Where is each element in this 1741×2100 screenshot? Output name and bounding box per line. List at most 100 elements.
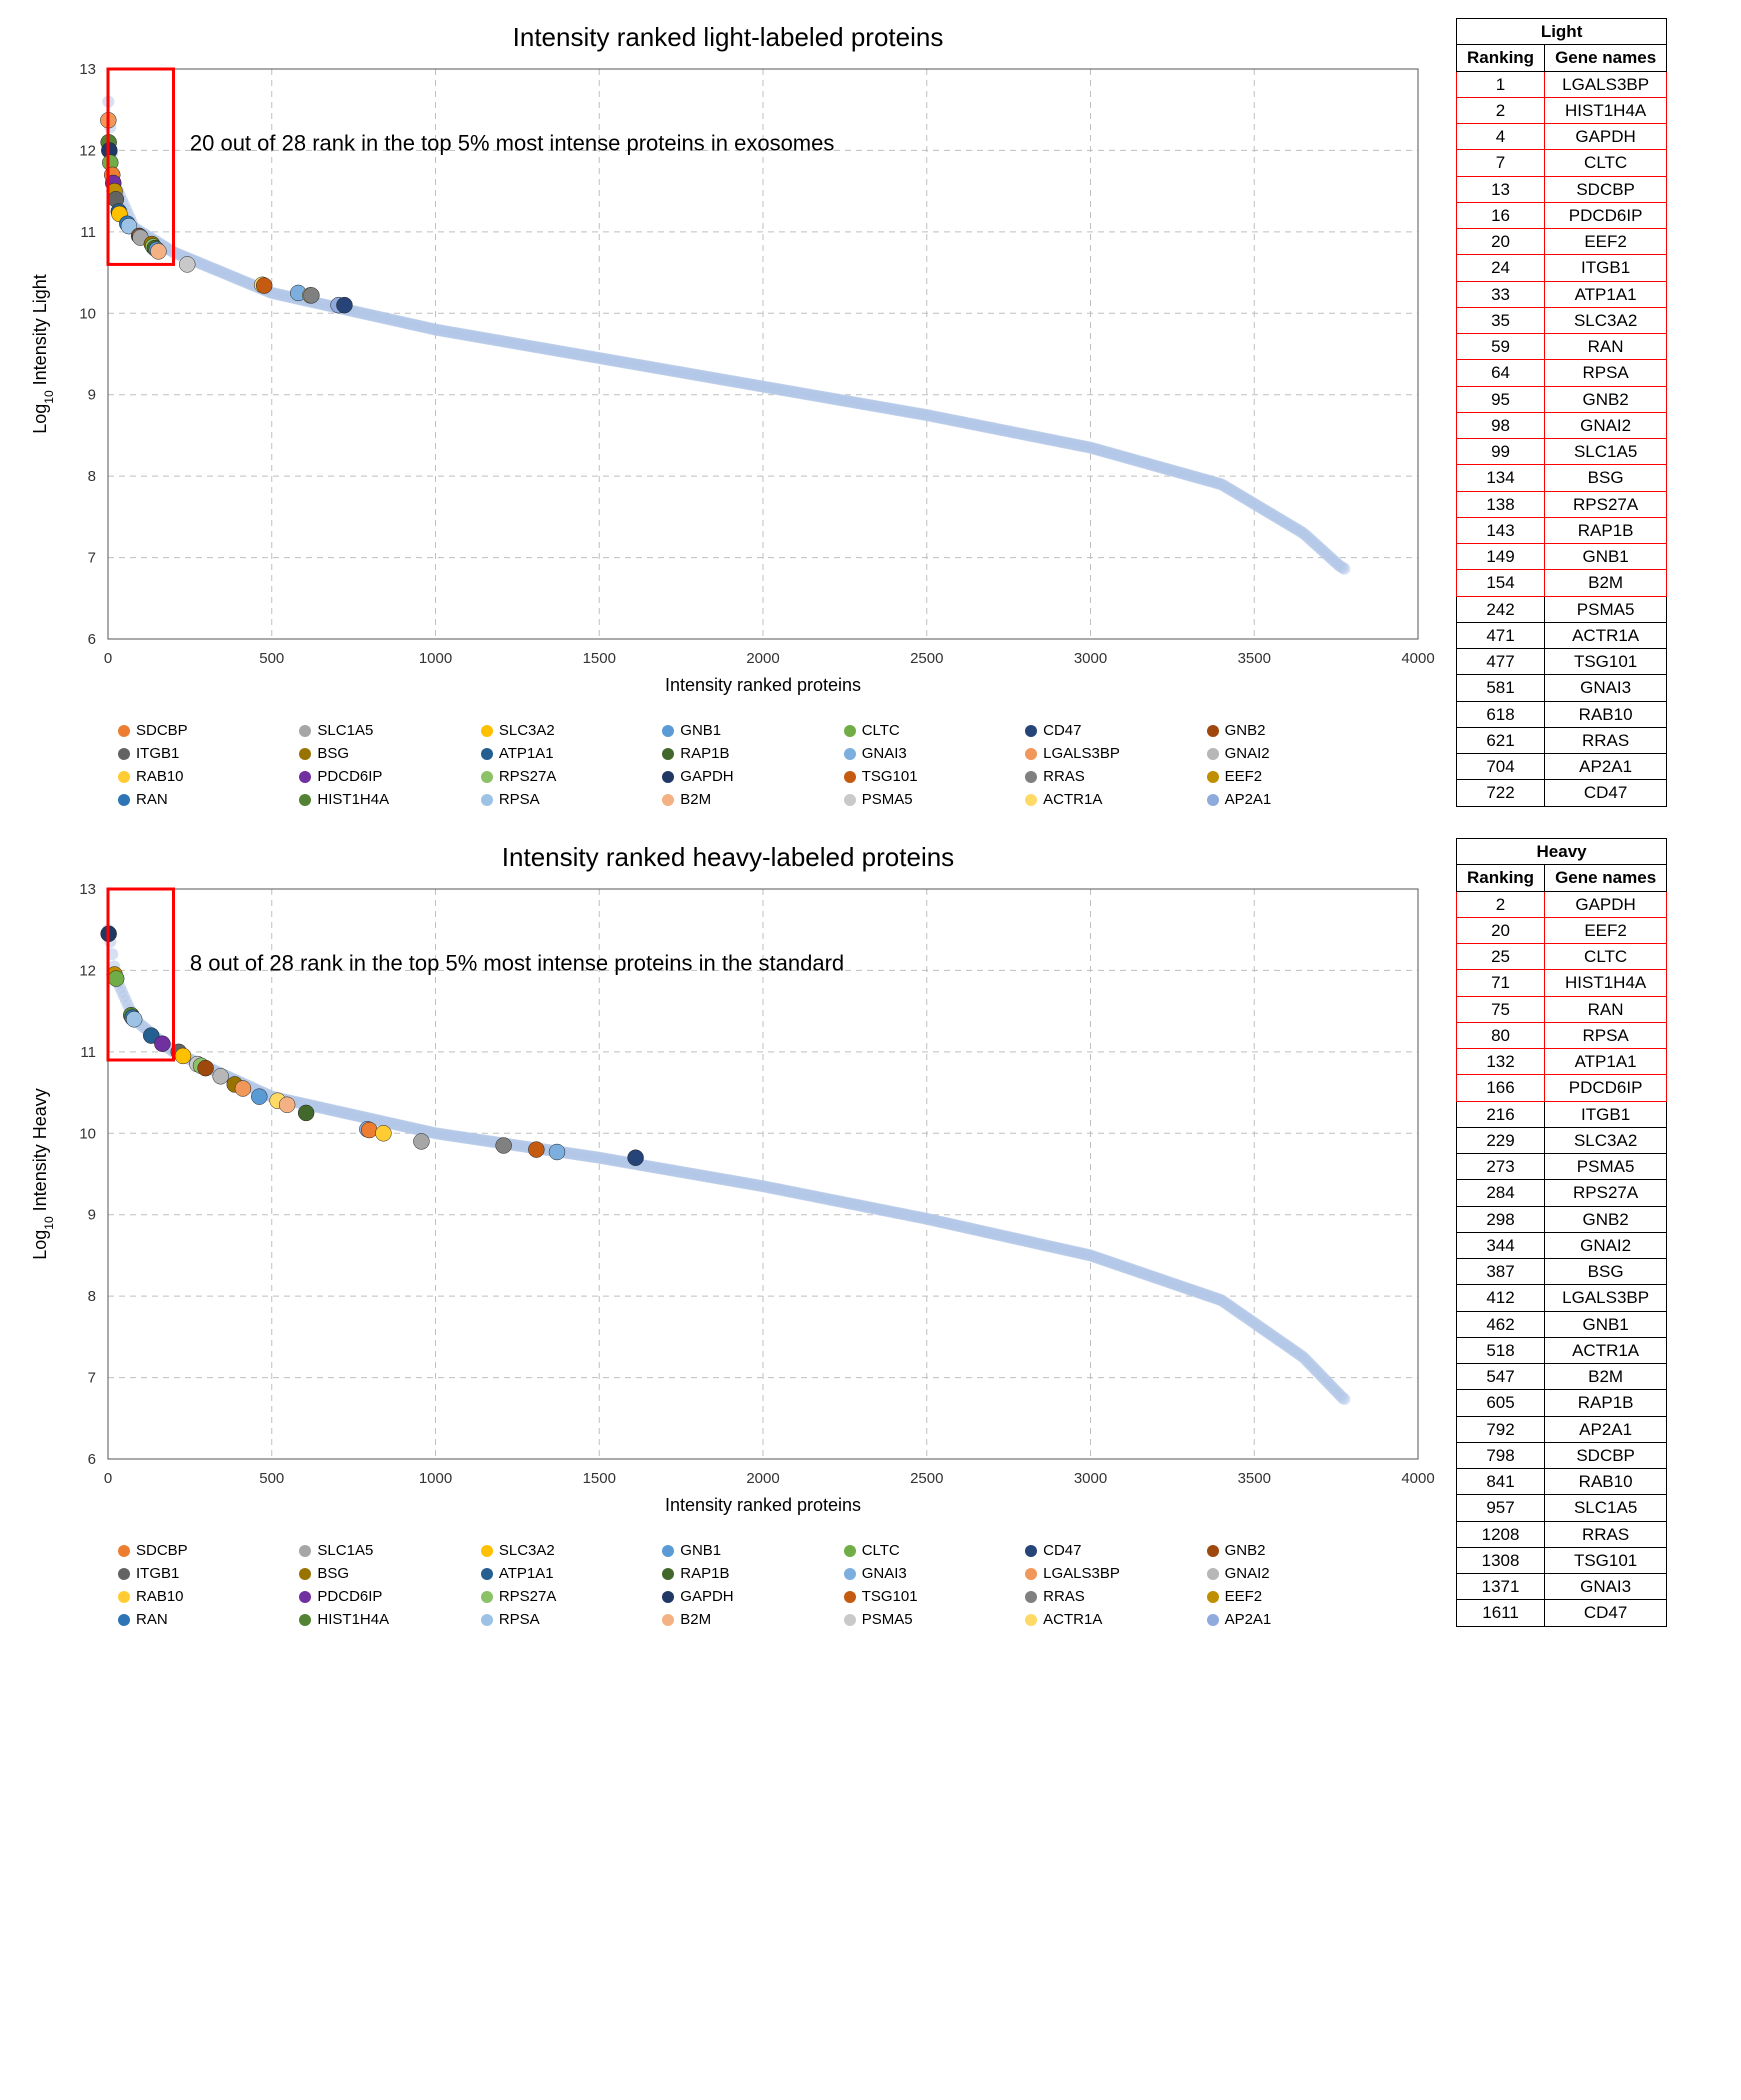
legend-label: CD47 <box>1043 722 1081 739</box>
legend-dot-icon <box>662 725 674 737</box>
cell-rank: 471 <box>1457 622 1545 648</box>
protein-point <box>628 1150 644 1166</box>
legend-item: HIST1H4A <box>299 1611 470 1628</box>
legend-dot-icon <box>1207 1545 1219 1557</box>
chart-annotation: 20 out of 28 rank in the top 5% most int… <box>190 130 835 155</box>
legend-dot-icon <box>481 771 493 783</box>
legend-dot-icon <box>1207 771 1219 783</box>
legend-item: TSG101 <box>844 768 1015 785</box>
cell-gene: AP2A1 <box>1545 1416 1667 1442</box>
x-tick-label: 1000 <box>419 1470 452 1487</box>
legend-dot-icon <box>1025 1568 1037 1580</box>
table-row: 471ACTR1A <box>1457 622 1667 648</box>
legend-label: CLTC <box>862 722 900 739</box>
y-tick-label: 11 <box>80 1044 96 1061</box>
y-tick-label: 6 <box>88 631 96 648</box>
protein-point <box>336 297 352 313</box>
cell-rank: 1208 <box>1457 1521 1545 1547</box>
legend-item: EEF2 <box>1207 1588 1378 1605</box>
protein-point <box>528 1142 544 1158</box>
cell-gene: GNAI3 <box>1545 1574 1667 1600</box>
cell-gene: HIST1H4A <box>1545 97 1667 123</box>
legend-item: ACTR1A <box>1025 1611 1196 1628</box>
cell-gene: GNAI3 <box>1545 675 1667 701</box>
legend-item: SLC3A2 <box>481 1542 652 1559</box>
legend-item: ITGB1 <box>118 1565 289 1582</box>
legend-label: LGALS3BP <box>1043 1565 1120 1582</box>
legend-label: RAN <box>136 1611 168 1628</box>
legend-label: ACTR1A <box>1043 1611 1102 1628</box>
cell-rank: 273 <box>1457 1154 1545 1180</box>
x-tick-label: 2000 <box>746 1470 779 1487</box>
y-tick-label: 9 <box>88 387 96 404</box>
y-tick-label: 9 <box>88 1207 96 1224</box>
legend-label: GAPDH <box>680 768 733 785</box>
cell-gene: B2M <box>1545 1364 1667 1390</box>
legend-item: SDCBP <box>118 722 289 739</box>
legend-label: LGALS3BP <box>1043 745 1120 762</box>
y-tick-label: 13 <box>79 881 96 898</box>
legend-dot-icon <box>299 771 311 783</box>
table-row: 284RPS27A <box>1457 1180 1667 1206</box>
cell-rank: 387 <box>1457 1259 1545 1285</box>
legend-dot-icon <box>118 1614 130 1626</box>
protein-point <box>179 256 195 272</box>
legend-label: SLC3A2 <box>499 722 555 739</box>
legend-label: SLC3A2 <box>499 1542 555 1559</box>
cell-rank: 618 <box>1457 701 1545 727</box>
table-row: 387BSG <box>1457 1259 1667 1285</box>
legend-dot-icon <box>1207 1591 1219 1603</box>
cell-gene: BSG <box>1545 1259 1667 1285</box>
legend-label: GNB1 <box>680 1542 721 1559</box>
legend-label: CLTC <box>862 1542 900 1559</box>
legend-item: EEF2 <box>1207 768 1378 785</box>
table-row: 25CLTC <box>1457 944 1667 970</box>
legend-dot-icon <box>118 1545 130 1557</box>
legend-dot-icon <box>481 748 493 760</box>
x-tick-label: 0 <box>104 650 112 667</box>
y-tick-label: 7 <box>88 1370 96 1387</box>
table-row: 605RAP1B <box>1457 1390 1667 1416</box>
cell-rank: 242 <box>1457 596 1545 622</box>
protein-point <box>150 243 166 259</box>
legend-item: RPSA <box>481 1611 652 1628</box>
protein-point <box>298 1105 314 1121</box>
legend-item: CD47 <box>1025 1542 1196 1559</box>
legend-item: GNB1 <box>662 1542 833 1559</box>
background-curve <box>102 924 1350 1405</box>
legend-dot-icon <box>1207 1614 1219 1626</box>
table-row: 64RPSA <box>1457 360 1667 386</box>
table-row: 24ITGB1 <box>1457 255 1667 281</box>
cell-gene: PDCD6IP <box>1545 202 1667 228</box>
cell-gene: GNAI2 <box>1545 1232 1667 1258</box>
protein-point <box>175 1048 191 1064</box>
legend-label: GNB2 <box>1225 722 1266 739</box>
table-row: 344GNAI2 <box>1457 1232 1667 1258</box>
cell-rank: 1371 <box>1457 1574 1545 1600</box>
y-tick-label: 12 <box>79 142 96 159</box>
cell-gene: PSMA5 <box>1545 596 1667 622</box>
heavy-panel: Intensity ranked heavy-labeled proteins … <box>18 838 1723 1628</box>
legend-item: RRAS <box>1025 768 1196 785</box>
table-row: 229SLC3A2 <box>1457 1127 1667 1153</box>
cell-rank: 16 <box>1457 202 1545 228</box>
legend-dot-icon <box>481 794 493 806</box>
y-tick-label: 11 <box>80 224 96 241</box>
cell-gene: ITGB1 <box>1545 1101 1667 1127</box>
legend-label: ATP1A1 <box>499 745 554 762</box>
legend-dot-icon <box>481 1614 493 1626</box>
table-row: 59RAN <box>1457 334 1667 360</box>
cell-rank: 841 <box>1457 1469 1545 1495</box>
protein-point <box>361 1122 377 1138</box>
x-tick-label: 2500 <box>910 650 943 667</box>
legend-dot-icon <box>118 1591 130 1603</box>
table-row: 581GNAI3 <box>1457 675 1667 701</box>
legend-label: GNAI2 <box>1225 1565 1270 1582</box>
legend-label: RPSA <box>499 1611 540 1628</box>
legend-label: GNAI3 <box>862 1565 907 1582</box>
cell-gene: GNB2 <box>1545 1206 1667 1232</box>
light-ranking-table: LightRankingGene names1LGALS3BP2HIST1H4A… <box>1456 18 1667 807</box>
legend-label: RAP1B <box>680 745 729 762</box>
cell-rank: 477 <box>1457 649 1545 675</box>
table-row: 722CD47 <box>1457 780 1667 806</box>
